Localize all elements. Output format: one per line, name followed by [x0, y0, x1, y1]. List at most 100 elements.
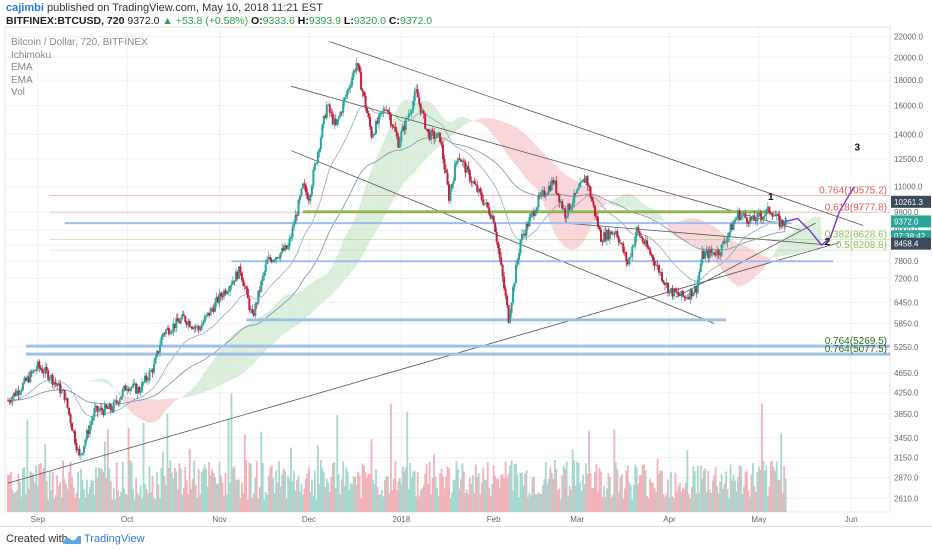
price-axis[interactable]: 2610.0 2870.0 3150.0 3450.0 3850.0 4250.0 4650… [891, 33, 931, 504]
tradingview-logo-icon[interactable] [62, 532, 82, 550]
volume-bar [756, 471, 759, 512]
volume-bar [279, 486, 282, 512]
volume-bar [69, 461, 72, 512]
volume-bar [470, 484, 473, 512]
volume-bar [211, 469, 213, 512]
cloud-segment [600, 198, 607, 208]
candle-body [506, 295, 509, 306]
candle-body [720, 244, 723, 256]
candle-body [273, 260, 276, 261]
price-tag-bg [891, 215, 931, 228]
volume-bar [559, 499, 562, 512]
volume-bar [682, 487, 684, 512]
candle-body [48, 378, 51, 380]
volume-bar [693, 471, 696, 512]
legend-vol[interactable]: Vol [11, 87, 25, 98]
candle-body [135, 383, 138, 394]
volume-bar [400, 484, 403, 512]
volume-bar [375, 468, 377, 512]
volume-bar [714, 467, 717, 512]
cloud-segment [410, 99, 417, 177]
price-tag-label: 9372.0 [894, 217, 919, 226]
candle-body [151, 369, 154, 373]
candle-body [115, 400, 118, 403]
candle-body [233, 280, 236, 282]
time-axis[interactable]: Sep Oct Nov Dec 2018 Feb Mar Apr May Jun [31, 515, 858, 524]
volume-bar [436, 488, 438, 512]
candle-body [106, 407, 109, 409]
volume-bar [202, 468, 205, 512]
candle-body [428, 132, 431, 140]
legend-ichimoku[interactable]: Ichimoku [11, 49, 52, 61]
candle-body [561, 201, 564, 209]
candle-body [695, 285, 698, 293]
volume-bar [737, 477, 739, 512]
volume-bar [610, 497, 613, 512]
cloud-segment [201, 368, 208, 393]
x-tick-label: Nov [212, 515, 226, 524]
author-name[interactable]: cajimbi [6, 2, 44, 14]
volume-bar [743, 486, 745, 512]
legend-ema-1[interactable]: EMA [11, 62, 33, 73]
volume-bar [717, 492, 720, 512]
volume-bar [387, 476, 389, 512]
volume-bar [147, 493, 149, 512]
volume-bar [547, 479, 550, 512]
close-label: C: [388, 15, 400, 27]
candle-body [217, 296, 220, 303]
candle-body [777, 214, 780, 216]
candle-body [263, 271, 266, 277]
volume-bar [20, 496, 23, 512]
candle-body [318, 149, 321, 153]
cloud-segment [636, 197, 643, 215]
candle-body [154, 356, 157, 364]
candle-body [592, 201, 595, 206]
tradingview-brand[interactable]: TradingView [84, 533, 145, 545]
volume-bar [638, 475, 641, 512]
volume-bar [707, 470, 710, 512]
volume-bar [752, 463, 754, 512]
candle-body [674, 288, 677, 292]
created-with-label: Created with [6, 533, 68, 545]
volume-bar [358, 475, 361, 512]
volume-bar [708, 489, 711, 512]
candle-body [269, 257, 272, 260]
volume-bar [643, 464, 646, 512]
candle-body [65, 397, 68, 400]
x-tick-label: May [751, 515, 766, 524]
volume-bar [486, 462, 489, 512]
volume-bar [462, 471, 465, 512]
candle-body [139, 391, 142, 393]
candle-body [14, 392, 17, 396]
candle-body [79, 454, 82, 456]
volume-bar [461, 463, 464, 512]
y-tick-label: 20000.0 [894, 53, 923, 62]
candle-body [722, 241, 725, 245]
candle-body [471, 181, 474, 183]
y-tick-label: 22000.0 [894, 33, 923, 42]
volume-bar [443, 488, 446, 512]
candle-body [602, 232, 605, 242]
candle-body [442, 144, 445, 159]
volume-bar [311, 479, 313, 512]
volume-bar [679, 482, 681, 512]
candle-body [394, 126, 397, 132]
volume-bar [156, 471, 158, 512]
cloud-segment [225, 335, 232, 383]
cloud-segment [523, 132, 530, 183]
volume-bar [33, 483, 36, 512]
candle-body [480, 192, 483, 200]
candle-body [525, 223, 528, 236]
volume-bar [306, 473, 309, 512]
volume-bar [746, 470, 748, 512]
candle-body [376, 120, 379, 124]
candle-body [528, 217, 531, 227]
candle-body [132, 383, 135, 388]
volume-bar [114, 499, 117, 512]
price-chart[interactable]: 1 2 3 0.764(10575.2) 0.618(9777.8) 0.382(8628… [0, 0, 932, 526]
legend-ema-2[interactable]: EMA [11, 74, 33, 86]
candle-body [680, 290, 683, 296]
candle-body [772, 215, 775, 217]
volume-bar [217, 484, 219, 512]
volume-bar [573, 460, 576, 512]
